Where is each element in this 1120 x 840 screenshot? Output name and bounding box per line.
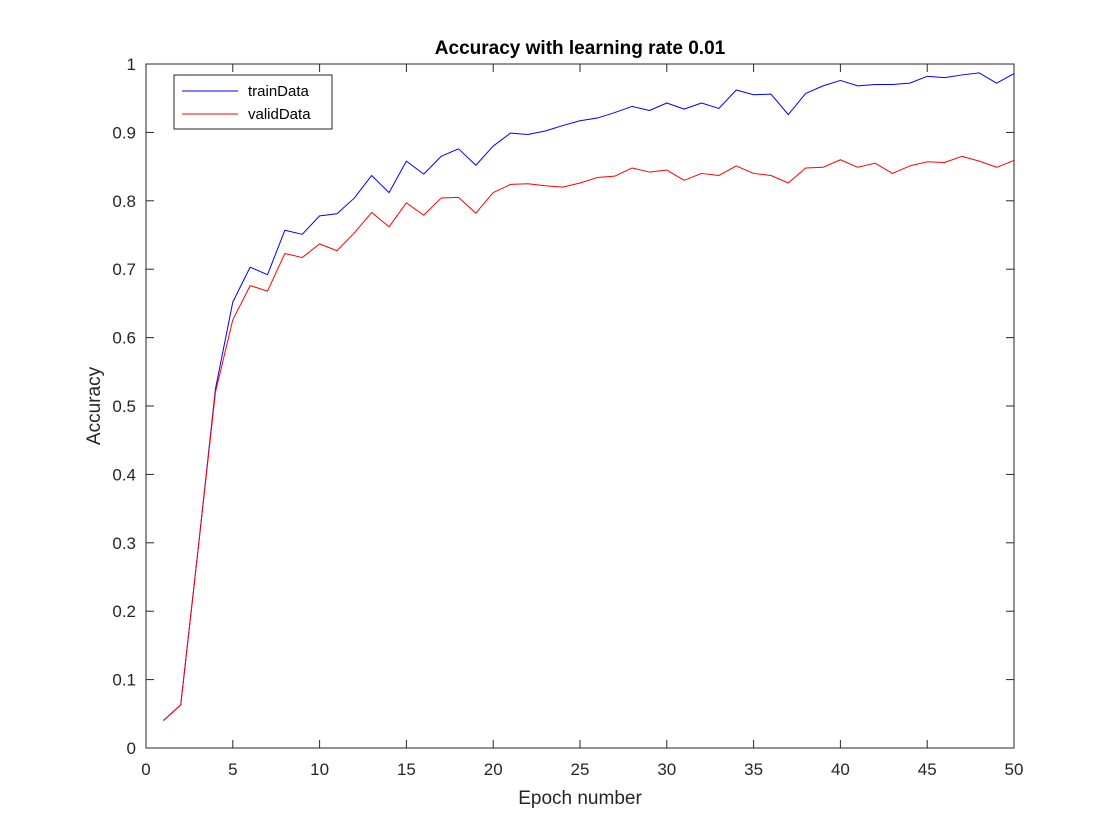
legend-label-trainData: trainData (248, 83, 310, 100)
x-tick-label: 0 (141, 760, 150, 779)
chart-title: Accuracy with learning rate 0.01 (435, 38, 726, 59)
x-axis-label: Epoch number (518, 788, 642, 809)
legend-label-validData: validData (248, 106, 311, 123)
y-tick-label: 0 (127, 739, 136, 758)
y-tick-label: 0.2 (112, 602, 136, 621)
x-tick-label: 50 (1005, 760, 1024, 779)
y-tick-label: 0.3 (112, 534, 136, 553)
x-tick-label: 10 (310, 760, 329, 779)
x-tick-label: 40 (831, 760, 850, 779)
y-tick-label: 1 (127, 55, 136, 74)
y-tick-label: 0.7 (112, 260, 136, 279)
legend-box (173, 74, 333, 130)
x-tick-label: 25 (571, 760, 590, 779)
x-tick-label: 5 (228, 760, 237, 779)
series-line-trainData (163, 72, 1015, 722)
y-tick-label: 0.4 (112, 465, 136, 484)
x-tick-label: 30 (657, 760, 676, 779)
x-tick-label: 35 (744, 760, 763, 779)
x-tick-label: 45 (918, 760, 937, 779)
plot-area (146, 64, 1014, 748)
y-tick-label: 0.9 (112, 123, 136, 142)
series-layer (163, 72, 1015, 722)
ticks-layer: 0 5 10 15 20 25 30 35 40 45 50 0 0.1 0.2 0.3 0.4 0.5 0.6 0… (112, 55, 1023, 779)
y-tick-label: 0.5 (112, 397, 136, 416)
y-axis-label: Accuracy (84, 366, 105, 445)
series-line-validData (163, 155, 1015, 722)
x-tick-label: 20 (484, 760, 503, 779)
y-tick-label: 0.6 (112, 329, 136, 348)
x-tick-label: 15 (397, 760, 416, 779)
legend: trainData validData (173, 74, 333, 130)
y-tick-label: 0.8 (112, 192, 136, 211)
y-tick-label: 0.1 (112, 671, 136, 690)
